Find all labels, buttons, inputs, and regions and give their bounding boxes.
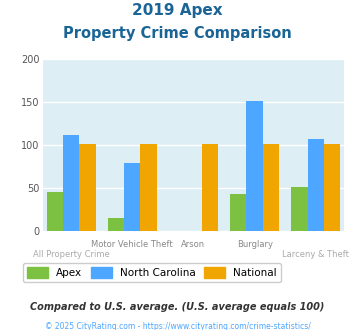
Legend: Apex, North Carolina, National: Apex, North Carolina, National bbox=[23, 263, 281, 282]
Text: Property Crime Comparison: Property Crime Comparison bbox=[63, 26, 292, 41]
Bar bbox=[63, 135, 79, 231]
Bar bbox=[108, 218, 124, 231]
Bar bbox=[141, 144, 157, 231]
Text: Compared to U.S. average. (U.S. average equals 100): Compared to U.S. average. (U.S. average … bbox=[30, 302, 325, 312]
Text: © 2025 CityRating.com - https://www.cityrating.com/crime-statistics/: © 2025 CityRating.com - https://www.city… bbox=[45, 322, 310, 330]
Text: 2019 Apex: 2019 Apex bbox=[132, 3, 223, 18]
Text: Arson: Arson bbox=[181, 240, 206, 249]
Bar bbox=[263, 144, 279, 231]
Bar bbox=[308, 139, 324, 231]
Text: Burglary: Burglary bbox=[237, 240, 273, 249]
Bar bbox=[291, 187, 308, 231]
Bar bbox=[124, 163, 141, 231]
Bar bbox=[324, 144, 340, 231]
Bar bbox=[246, 101, 263, 231]
Text: All Property Crime: All Property Crime bbox=[33, 250, 110, 259]
Text: Larceny & Theft: Larceny & Theft bbox=[282, 250, 349, 259]
Bar bbox=[47, 191, 63, 231]
Bar bbox=[79, 144, 95, 231]
Bar bbox=[202, 144, 218, 231]
Bar bbox=[230, 194, 246, 231]
Text: Motor Vehicle Theft: Motor Vehicle Theft bbox=[92, 240, 173, 249]
